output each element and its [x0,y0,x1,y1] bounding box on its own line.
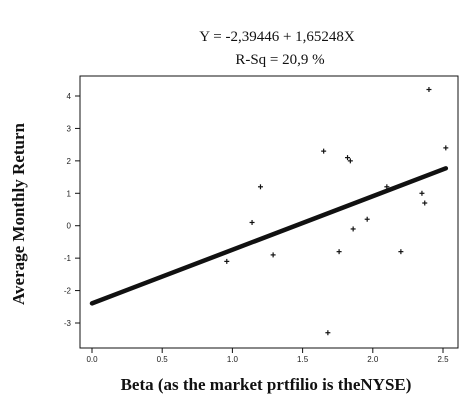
y-axis: -3 -2 -1 0 1 2 3 4 [64,92,80,328]
x-axis-label: Beta (as the market prtfilio is theNYSE) [121,375,412,394]
data-point [336,249,342,255]
data-point [419,190,425,196]
plot-frame [79,75,459,349]
x-tick-label: 0.5 [157,355,169,364]
y-tick-label: 4 [67,92,72,101]
y-axis-label: Average Monthly Return [9,122,28,304]
regression-line [89,166,449,306]
data-point [398,249,404,255]
x-tick-label: 2.5 [437,355,449,364]
data-point [443,145,449,151]
x-tick-label: 1.0 [227,355,239,364]
y-tick-label: 2 [67,157,72,166]
x-tick-label: 1.5 [297,355,309,364]
x-tick-label: 0.0 [86,355,98,364]
y-tick-label: 3 [67,124,72,133]
data-point [384,184,390,190]
data-point [422,200,428,206]
y-tick-label: 0 [67,222,72,231]
data-point [350,226,356,232]
x-axis: 0.0 0.5 1.0 1.5 2.0 2.5 [86,348,449,364]
data-point [325,330,331,336]
regression-line-group [89,166,449,306]
data-point [257,184,263,190]
y-tick-label: 1 [67,189,72,198]
data-point [249,219,255,225]
y-tick-label: -1 [64,254,72,263]
data-point [270,252,276,258]
chart-title: Y = -2,39446 + 1,65248X [199,29,355,45]
data-point [345,155,351,161]
data-point [426,87,432,93]
y-tick-label: -3 [64,319,72,328]
scatter-points [224,87,449,336]
y-tick-label: -2 [64,287,72,296]
data-point [224,258,230,264]
data-point [364,216,370,222]
data-point [347,158,353,164]
data-point [321,148,327,154]
chart-subtitle: R-Sq = 20,9 % [235,52,324,68]
x-tick-label: 2.0 [367,355,379,364]
